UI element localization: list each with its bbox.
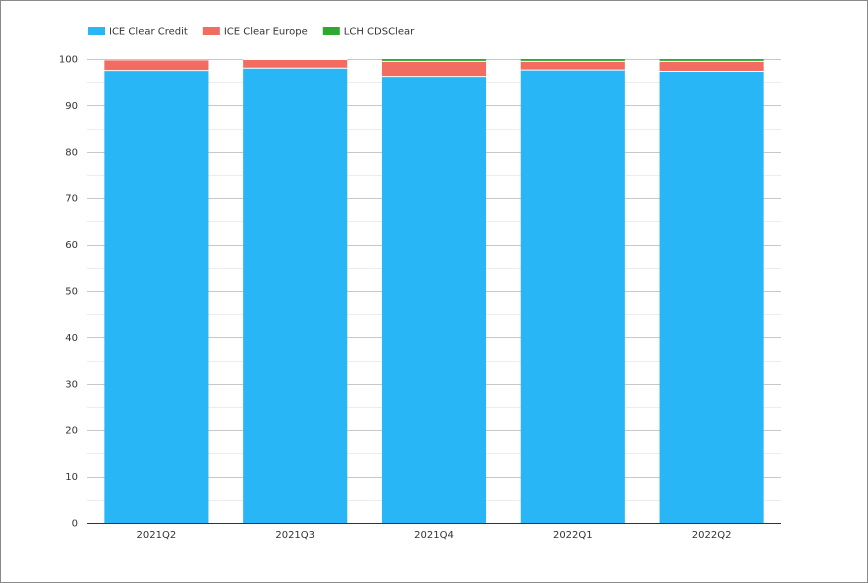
y-tick-label: 10 <box>65 472 78 483</box>
bar-segment-ice-clear-credit[interactable] <box>520 70 625 524</box>
bar-segment-ice-clear-europe[interactable] <box>520 61 625 71</box>
x-tick-label: 2021Q4 <box>414 530 454 541</box>
x-tick-label: 2022Q1 <box>553 530 593 541</box>
y-tick-label: 60 <box>65 240 78 251</box>
y-tick-label: 80 <box>65 147 78 158</box>
x-tick-label: 2021Q2 <box>137 530 177 541</box>
y-tick-label: 70 <box>65 194 78 205</box>
y-tick-label: 100 <box>59 55 78 66</box>
x-tick-label: 2021Q3 <box>275 530 315 541</box>
legend-label[interactable]: ICE Clear Europe <box>224 27 308 38</box>
legend-label[interactable]: LCH CDSClear <box>344 27 415 38</box>
y-tick-label: 40 <box>65 333 78 344</box>
x-tick-label: 2022Q2 <box>692 530 732 541</box>
bar-segment-ice-clear-credit[interactable] <box>104 70 209 523</box>
y-tick-label: 0 <box>72 519 78 530</box>
bar-segment-ice-clear-credit[interactable] <box>381 76 487 524</box>
bar-segment-ice-clear-europe[interactable] <box>243 59 348 69</box>
axes: 0 10 20 30 40 50 60 70 80 90 100 2021Q2 2021Q3 2021Q4… <box>59 55 781 541</box>
bar-segment-lch-cdsclear[interactable] <box>520 59 625 62</box>
bar-segment-ice-clear-europe[interactable] <box>104 59 209 71</box>
y-tick-label: 30 <box>65 379 78 390</box>
legend-swatch[interactable] <box>88 27 105 35</box>
legend-swatch[interactable] <box>202 27 220 35</box>
bar-segment-ice-clear-credit[interactable] <box>243 68 348 523</box>
y-tick-label: 90 <box>65 101 78 112</box>
legend-swatch[interactable] <box>322 27 340 35</box>
bar-segment-ice-clear-credit[interactable] <box>659 71 764 523</box>
bar-segment-lch-cdsclear[interactable] <box>381 59 487 62</box>
bar-segment-ice-clear-europe[interactable] <box>381 61 487 77</box>
bar-segment-lch-cdsclear[interactable] <box>659 59 764 62</box>
legend[interactable]: ICE Clear Credit ICE Clear Europe LCH CDSC… <box>88 27 415 38</box>
bars <box>104 58 764 524</box>
bar-segment-ice-clear-europe[interactable] <box>659 61 764 72</box>
y-tick-label: 50 <box>65 287 78 298</box>
y-tick-label: 20 <box>65 426 78 437</box>
legend-label[interactable]: ICE Clear Credit <box>109 27 188 38</box>
